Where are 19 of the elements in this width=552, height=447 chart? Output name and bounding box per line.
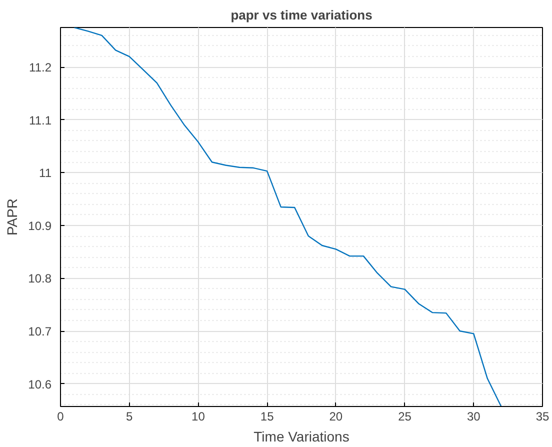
y-tick-label: 10.9 [28, 218, 52, 233]
line-series [74, 28, 502, 406]
x-tick-label: 15 [260, 410, 274, 424]
x-tick-label: 30 [466, 410, 481, 424]
x-axis-title: Time Variations [254, 428, 350, 444]
y-tick-label: 10.7 [28, 324, 52, 339]
y-axis-title: PAPR [4, 198, 20, 236]
y-tick-label: 10.6 [28, 377, 52, 392]
y-tick-label: 11.2 [29, 60, 52, 75]
x-tick-label: 5 [126, 410, 134, 424]
x-tick-label: 35 [536, 410, 550, 424]
y-tick-label: 11.1 [29, 113, 52, 128]
x-tick-label: 20 [329, 410, 343, 424]
y-tick-label: 10.8 [28, 272, 52, 286]
x-tick-label: 10 [192, 410, 206, 424]
x-tick-label: 25 [398, 410, 412, 424]
x-tick-label: 0 [57, 410, 64, 424]
y-tick-label: 11 [39, 166, 52, 180]
chart-title: papr vs time variations [230, 8, 372, 22]
